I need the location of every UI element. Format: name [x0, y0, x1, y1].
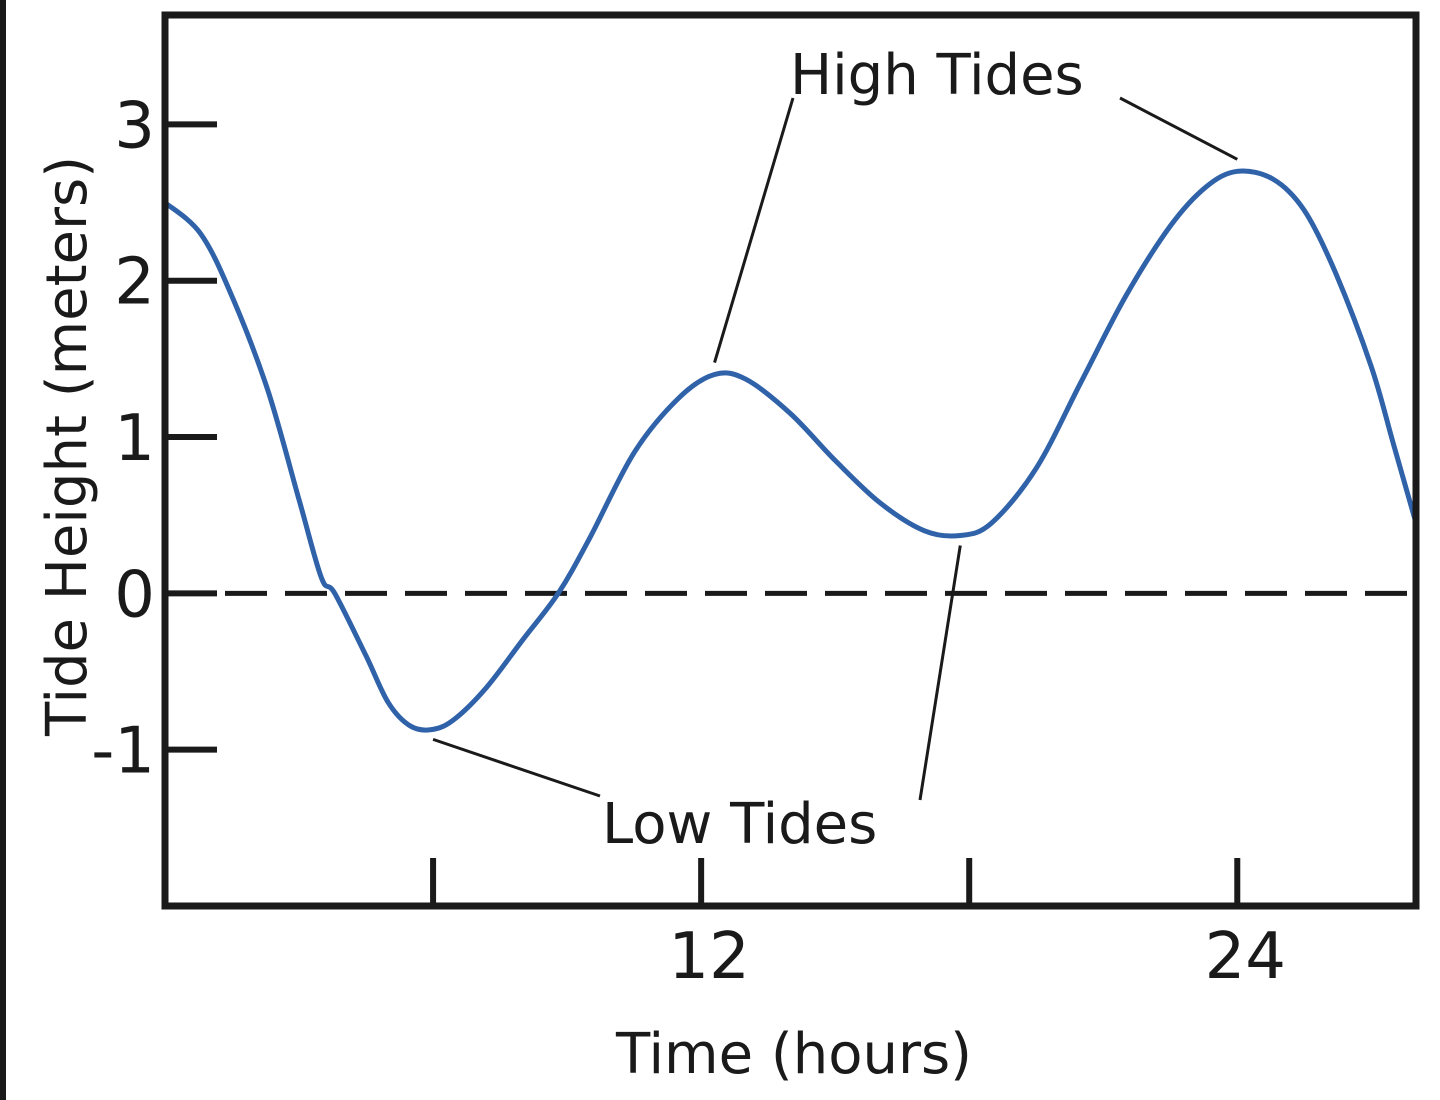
x-ticks: 12 24 [433, 858, 1286, 994]
x-tick-label: 12 [668, 920, 749, 994]
high-tides-label: High Tides [790, 43, 1084, 108]
annotation-leader-line [433, 739, 600, 796]
low-tides-label: Low Tides [602, 792, 877, 857]
y-ticks: 3 2 1 0 -1 [91, 89, 217, 788]
annotation-leader-line [715, 98, 793, 363]
annotation-leader-line [1120, 98, 1237, 159]
y-tick-label: 2 [114, 246, 155, 320]
x-tick-label: 24 [1205, 920, 1286, 994]
x-axis-title: Time (hours) [615, 1022, 972, 1087]
annotation-leader-line [920, 546, 960, 800]
y-tick-label: 3 [114, 89, 155, 163]
annotations: High Tides Low Tides [433, 43, 1237, 857]
plot-frame [165, 15, 1416, 906]
y-tick-label: 1 [114, 402, 155, 476]
y-axis-title: Tide Height (meters) [35, 156, 100, 737]
tide-height-line [165, 171, 1416, 730]
y-tick-label: -1 [91, 715, 155, 789]
series-layer [165, 171, 1416, 730]
y-tick-label: 0 [114, 558, 155, 632]
